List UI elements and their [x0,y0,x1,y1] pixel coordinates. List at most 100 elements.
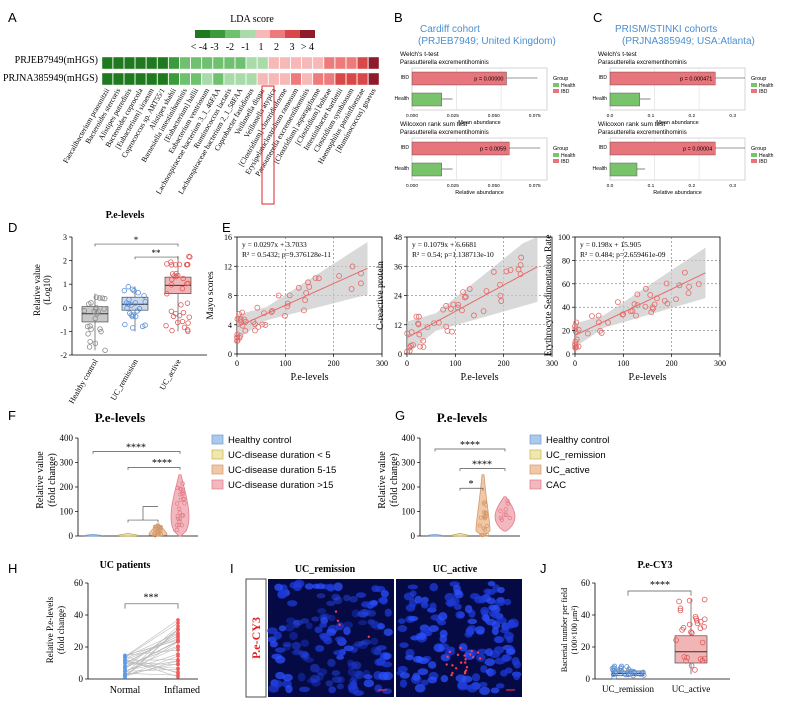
paired-line [124,633,179,664]
nucleus [309,663,320,673]
legend-item: Health [759,153,774,159]
nucleus [476,648,488,655]
axis-tick: 0.2 [688,113,695,119]
nucleus [464,604,473,614]
nucleus [302,652,310,660]
data-point [466,286,473,292]
paired-line [124,629,179,668]
data-point [497,281,503,288]
panel-c: C PRISM/STINKI cohorts (PRJNA385949; USA… [593,10,774,196]
plot-j-ylabel: Bacterial number per field [560,588,569,672]
prism-title: PRISM/STINKI cohorts [615,24,717,35]
data-point [187,254,193,260]
data-point [572,328,579,335]
inflamed-point [176,628,180,632]
panel-a: A LDA score < -4 -3 -2 -1 1 2 3 > 4 PRJEB7949(m… [3,10,380,205]
cy3-signal [459,661,463,664]
nucleus [469,593,480,600]
y-axis-label: C-reactive protein [376,261,386,330]
axis-tick: 0.1 [648,113,655,119]
data-point [349,263,356,270]
sig-marker: **** [472,459,492,470]
nucleus [353,690,365,696]
cy3-signal [454,667,458,670]
heatmap-cell [334,56,346,70]
nucleus [291,649,302,656]
data-point [481,526,486,531]
normal-point [123,658,127,662]
data-point [417,343,423,350]
sig-bracket [459,468,506,472]
heatmap-cell [246,72,258,86]
nucleus [486,589,496,596]
data-point [174,501,180,506]
panel-g: G P.e-levels Relative value (fold change… [377,408,609,541]
group-label: IBD [401,75,410,81]
data-point [87,338,93,345]
data-point [637,671,643,677]
nucleus [500,669,508,677]
data-point [699,639,706,646]
cy3-signal [459,646,462,650]
data-point [416,313,422,320]
x-tick-label: Inflamed [164,685,200,696]
heatmap-cell [212,72,224,86]
paired-line [124,653,179,672]
duration-violin-plot: 400 300 200 100 0 **** **** Healthy control UC-d… [60,433,337,541]
y-tick-label: 8 [228,292,232,301]
data-point [575,326,582,333]
nucleus [293,619,303,626]
heatmap-cell [223,56,235,70]
data-point [589,313,595,319]
legend-item: UC-disease duration < 5 [228,450,331,461]
data-point [612,666,618,672]
nucleus [294,581,302,589]
p-value: p = 0.00004 [683,147,712,153]
nucleus [358,620,368,626]
legend-item: UC_remission [546,450,606,461]
data-point [180,481,185,486]
legend-item: UC_active [546,465,590,476]
legend-swatch [211,449,224,460]
group-label: Healthy control [67,357,100,405]
inflamed-point [176,624,180,628]
nucleus [428,661,437,669]
nucleus [300,618,310,624]
regression-line [236,267,368,328]
axis-tick: 0.2 [688,183,695,189]
sig-marker: **** [650,580,670,591]
violin [83,534,103,537]
nucleus [417,668,429,676]
y-tick-label: 12 [394,321,402,330]
violin [426,534,444,537]
legend-swatch [211,434,224,445]
data-point [172,262,179,268]
normal-point [123,672,127,676]
group-label: Health [593,166,608,172]
data-point [252,327,258,334]
data-point [633,312,639,319]
nucleus [361,601,371,608]
nucleus [273,631,282,640]
nucleus [397,618,406,624]
group-label: Health [395,96,410,102]
nucleus [382,652,392,660]
data-point [183,262,190,268]
cy3-signal [463,672,467,675]
data-point [498,508,503,514]
sig-bracket [94,243,179,247]
data-point [175,514,180,519]
legend-title: Group [553,76,568,82]
cy3-signal [451,671,454,675]
data-point [481,501,486,506]
y-tick-label: 60 [581,578,591,588]
nucleus [337,676,345,684]
nucleus [300,651,309,661]
data-point [94,311,100,317]
sig-bracket [124,603,179,609]
plot-f-ylabel2: (fold change) [47,453,58,507]
data-point [482,500,487,505]
cy3-signal [445,663,448,666]
heatmap-cell [257,56,269,70]
